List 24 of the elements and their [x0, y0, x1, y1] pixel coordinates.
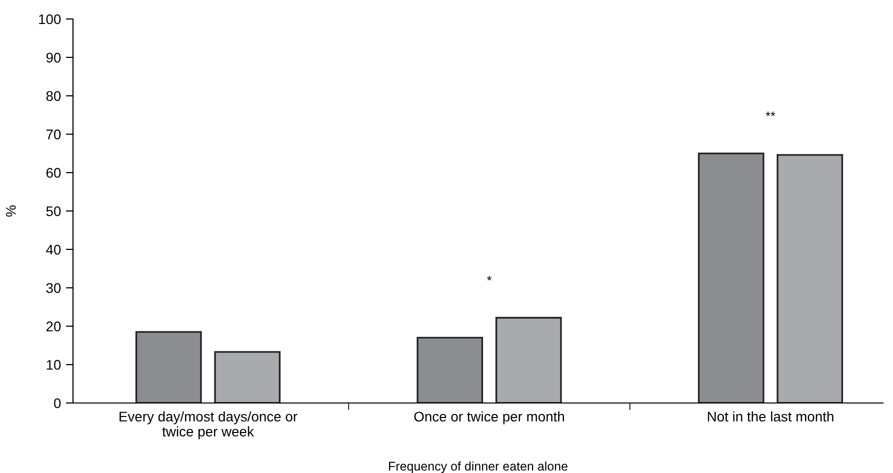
bar: [698, 152, 764, 403]
y-axis-title: %: [6, 205, 16, 217]
y-tick-label: 80: [46, 91, 61, 101]
y-tick-label: 40: [46, 244, 61, 255]
y-tick-label: 20: [46, 322, 61, 332]
bar: [776, 154, 844, 403]
y-tick-label: 30: [46, 283, 61, 293]
bar: [135, 331, 202, 403]
y-tick-label: 100: [39, 14, 61, 24]
x-tick-label: Once or twice per month: [414, 411, 564, 424]
bar: [495, 316, 562, 403]
y-tick-label: 90: [46, 52, 61, 63]
annotation: *: [487, 276, 492, 280]
x-tick-label: Every day/most days/once or twice per week: [120, 411, 298, 440]
x-axis-title: Frequency of dinner eaten alone: [389, 461, 568, 473]
y-tick-label: 10: [46, 360, 61, 370]
y-tick-label: 0: [54, 398, 61, 408]
bar: [416, 336, 484, 403]
y-tick-label: 60: [46, 168, 61, 178]
bar: [214, 351, 281, 403]
annotation: **: [766, 112, 776, 116]
y-tick-label: 70: [46, 130, 61, 140]
y-tick-label: 50: [46, 206, 61, 216]
x-tick-label: Not in the last month: [708, 411, 834, 422]
